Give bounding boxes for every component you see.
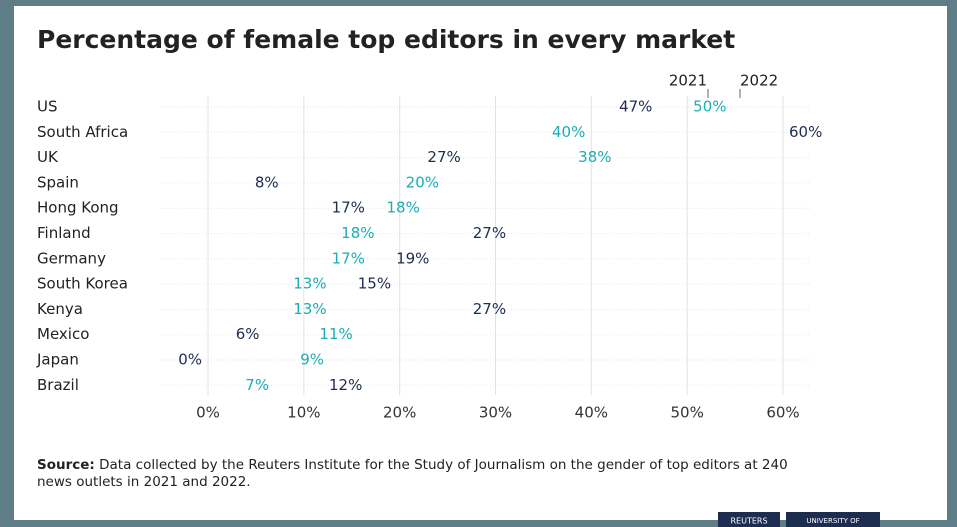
- value-label: 17%: [332, 199, 365, 217]
- value-label: 13%: [293, 300, 326, 318]
- source-text: Data collected by the Reuters Institute …: [99, 457, 788, 473]
- value-label: 9%: [300, 351, 324, 369]
- row-label: Mexico: [37, 325, 89, 343]
- logo-text: REUTERS: [730, 517, 767, 526]
- x-tick-label: 50%: [670, 404, 703, 422]
- logo: [786, 512, 880, 527]
- source-label: Source:: [37, 457, 95, 473]
- value-label: 8%: [255, 173, 279, 191]
- row-label: Spain: [37, 173, 79, 191]
- chart-title: Percentage of female top editors in ever…: [37, 25, 735, 54]
- x-tick-label: 60%: [766, 404, 799, 422]
- value-label: 7%: [245, 376, 269, 394]
- value-label: 47%: [619, 98, 652, 116]
- value-label: 27%: [473, 300, 506, 318]
- value-label: 50%: [693, 98, 726, 116]
- legend: 2021 2022: [669, 72, 778, 98]
- row-label: US: [37, 98, 58, 116]
- value-label: 40%: [552, 123, 585, 141]
- x-tick-label: 10%: [287, 404, 320, 422]
- legend-entry: 2022: [740, 72, 778, 90]
- value-label: 0%: [178, 351, 202, 369]
- row-label: Brazil: [37, 376, 79, 394]
- logo-text: UNIVERSITY OF: [806, 517, 859, 525]
- value-label: 11%: [319, 325, 352, 343]
- x-tick-label: 20%: [383, 404, 416, 422]
- value-label: 38%: [578, 148, 611, 166]
- value-label: 12%: [329, 376, 362, 394]
- logo: [718, 512, 780, 527]
- rows: US 47% 50% South Africa 60% 40% UK 27% 38% Spain 8…: [36, 98, 822, 394]
- row-label: UK: [37, 148, 59, 166]
- value-label: 20%: [406, 173, 439, 191]
- value-label: 15%: [358, 275, 391, 293]
- x-tick-label: 30%: [479, 404, 512, 422]
- value-label: 6%: [236, 325, 260, 343]
- value-label: 18%: [387, 199, 420, 217]
- value-label: 18%: [341, 224, 374, 242]
- x-tick-label: 0%: [196, 404, 220, 422]
- panel: [14, 6, 947, 520]
- value-label: 13%: [293, 275, 326, 293]
- row-label: South Korea: [37, 275, 128, 293]
- grid: 0% 10% 20% 30% 40% 50% 60%: [196, 96, 800, 422]
- source-text: news outlets in 2021 and 2022.: [37, 474, 251, 490]
- value-label: 17%: [332, 249, 365, 267]
- source: Source: Data collected by the Reuters In…: [37, 457, 788, 473]
- legend-entry: 2021: [669, 72, 707, 90]
- row-label: Japan: [36, 351, 79, 369]
- row-label: Hong Kong: [37, 199, 119, 217]
- row-label: Kenya: [37, 300, 83, 318]
- value-label: 60%: [789, 123, 822, 141]
- row-label: South Africa: [37, 123, 128, 141]
- value-label: 27%: [473, 224, 506, 242]
- value-label: 19%: [396, 249, 429, 267]
- value-label: 27%: [427, 148, 460, 166]
- row-label: Finland: [37, 224, 91, 242]
- x-tick-label: 40%: [575, 404, 608, 422]
- row-label: Germany: [37, 249, 106, 267]
